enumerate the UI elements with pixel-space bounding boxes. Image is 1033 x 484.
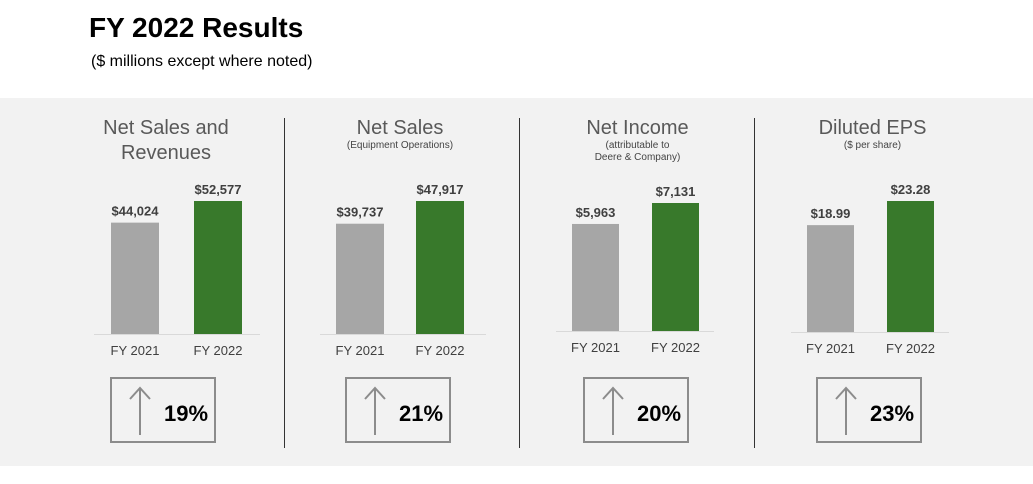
panel-divider xyxy=(754,118,755,448)
bar-fy-2021 xyxy=(807,225,854,332)
results-band xyxy=(0,98,1033,466)
bar-chart: $44,024 FY 2021 $52,577 FY 2022 xyxy=(94,182,260,358)
up-arrow-icon xyxy=(364,386,386,435)
data-label: $18.99 xyxy=(811,206,851,221)
data-label: $52,577 xyxy=(195,182,242,197)
chart-panel-diluted-eps: Diluted EPS ($ per share) $18.99 FY 2021 $… xyxy=(755,98,990,466)
change-box: 19% xyxy=(110,377,216,443)
x-tick-label: FY 2022 xyxy=(194,343,243,358)
chart-panel-net-sales-and-revenues: Net Sales and Revenues $44,024 FY 2021 $52… xyxy=(50,98,290,466)
x-tick-label: FY 2021 xyxy=(806,341,855,356)
chart-panel-net-sales: Net Sales (Equipment Operations) $39,737… xyxy=(280,98,520,466)
bar-chart: $5,963 FY 2021 $7,131 FY 2022 xyxy=(556,184,714,355)
bar-chart: $39,737 FY 2021 $47,917 FY 2022 xyxy=(320,182,486,358)
bar-fy-2022 xyxy=(194,201,242,334)
up-arrow-icon xyxy=(129,386,151,435)
page-title: FY 2022 Results xyxy=(89,12,304,43)
page-subtitle: ($ millions except where noted) xyxy=(91,53,313,70)
chart-subtitle: (attributable to Deere & Company) xyxy=(594,140,681,163)
chart-panel-net-income: Net Income (attributable to Deere & Comp… xyxy=(520,98,755,466)
chart-title: Diluted EPS xyxy=(818,117,927,139)
bar-fy-2021 xyxy=(111,222,159,334)
x-tick-label: FY 2021 xyxy=(111,343,160,358)
change-box: 23% xyxy=(816,377,922,443)
up-arrow-icon xyxy=(835,386,857,435)
bar-fy-2022 xyxy=(652,203,699,331)
data-label: $44,024 xyxy=(112,204,160,219)
bar-chart: $18.99 FY 2021 $23.28 FY 2022 xyxy=(791,182,949,356)
data-label: $39,737 xyxy=(337,205,384,220)
change-box: 20% xyxy=(583,377,689,443)
bar-fy-2022 xyxy=(416,201,464,334)
data-label: $23.28 xyxy=(891,182,931,197)
x-tick-label: FY 2022 xyxy=(651,340,700,355)
chart-subtitle: (Equipment Operations) xyxy=(346,140,454,151)
chart-subtitle: ($ per share) xyxy=(843,140,902,151)
change-percent: 20% xyxy=(637,401,682,426)
bar-fy-2021 xyxy=(336,223,384,334)
chart-title: Net Sales and Revenues xyxy=(103,117,229,164)
x-tick-label: FY 2022 xyxy=(416,343,465,358)
data-label: $5,963 xyxy=(576,205,616,220)
up-arrow-icon xyxy=(602,386,624,435)
panel-divider xyxy=(519,118,520,448)
change-percent: 21% xyxy=(399,401,444,426)
panel-divider xyxy=(284,118,285,448)
x-tick-label: FY 2021 xyxy=(336,343,385,358)
change-percent: 23% xyxy=(870,401,915,426)
bar-fy-2021 xyxy=(572,223,619,331)
data-label: $7,131 xyxy=(656,184,696,199)
change-percent: 19% xyxy=(164,401,209,426)
bar-fy-2022 xyxy=(887,201,934,332)
chart-title: Net Sales xyxy=(356,117,444,139)
x-tick-label: FY 2022 xyxy=(886,341,935,356)
chart-title: Net Income xyxy=(586,117,689,139)
change-box: 21% xyxy=(345,377,451,443)
x-tick-label: FY 2021 xyxy=(571,340,620,355)
data-label: $47,917 xyxy=(417,182,464,197)
